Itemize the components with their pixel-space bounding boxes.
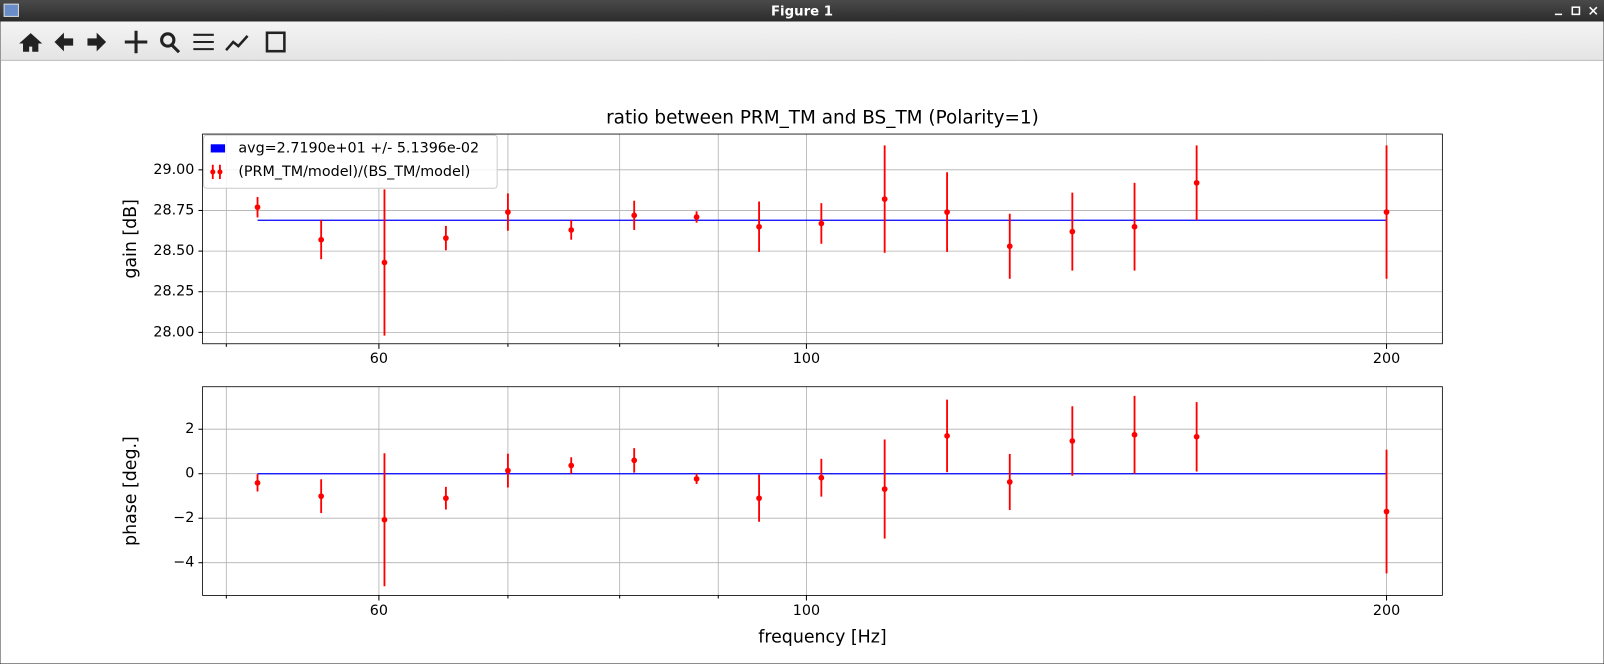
data-point (631, 212, 638, 219)
y-tick-label: 28.75 (153, 202, 194, 218)
data-point (318, 493, 325, 500)
window-icon (3, 3, 19, 17)
y-axis-label: gain [dB] (121, 199, 141, 279)
x-tick-label: 200 (1373, 603, 1400, 619)
y-tick-label: 28.25 (153, 284, 194, 300)
data-point (1131, 431, 1138, 438)
data-point (254, 479, 261, 486)
y-tick-label: 29.00 (153, 162, 194, 178)
data-point (944, 433, 950, 439)
data-point (756, 223, 762, 230)
forward-button[interactable] (87, 32, 107, 52)
window-controls[interactable] (1554, 6, 1598, 16)
legend-swatch (210, 144, 226, 153)
data-point (1383, 209, 1390, 215)
data-point (944, 209, 950, 215)
data-point (1193, 179, 1200, 186)
data-point (505, 467, 511, 474)
data-point (1193, 433, 1200, 440)
legend-marker (217, 169, 223, 175)
legend-box (203, 134, 498, 189)
y-tick-label: −2 (173, 510, 194, 526)
edit-button[interactable] (225, 34, 249, 52)
y-tick-label: 28.00 (153, 324, 194, 340)
data-point (881, 486, 888, 492)
chart-title: ratio between PRM_TM and BS_TM (Polarity… (606, 108, 1039, 129)
x-axis-label: frequency [Hz] (758, 627, 886, 647)
x-tick-label: 200 (1373, 351, 1400, 367)
y-axis-label: phase [deg.] (121, 436, 141, 546)
save-button[interactable] (265, 31, 286, 53)
data-point (568, 227, 575, 233)
y-tick-label: 0 (185, 466, 194, 482)
pan-button[interactable] (124, 30, 148, 54)
data-point (1006, 243, 1013, 250)
data-point (818, 220, 825, 227)
legend: avg=2.7190e+01 +/- 5.1396e-02 (PRM_TM/mod… (203, 134, 498, 189)
x-tick-label: 60 (370, 351, 388, 367)
data-point (254, 204, 261, 211)
data-point (631, 457, 638, 464)
data-point (568, 462, 575, 469)
data-point (443, 235, 449, 241)
y-tick-label: 2 (185, 421, 194, 437)
window-title: Figure 1 (771, 4, 833, 19)
data-point (693, 475, 700, 482)
zoom-button[interactable] (160, 32, 181, 54)
x-tick-label: 100 (793, 351, 820, 367)
home-button[interactable] (19, 33, 43, 52)
legend-label: avg=2.7190e+01 +/- 5.1396e-02 (238, 140, 479, 156)
data-point (1069, 228, 1076, 235)
data-point (1131, 223, 1138, 230)
data-point (505, 209, 511, 215)
axes-frame (202, 133, 1443, 345)
data-point (756, 495, 762, 502)
data-point (1006, 479, 1013, 485)
y-tick-label: −4 (173, 555, 194, 571)
data-point (1383, 508, 1390, 515)
title-bar (0, 0, 1604, 22)
back-button[interactable] (54, 32, 74, 52)
data-point (818, 474, 825, 481)
toolbar-icons[interactable] (19, 30, 286, 54)
data-point (381, 259, 388, 266)
data-point (1069, 438, 1076, 444)
data-point (881, 196, 888, 202)
axes-frame (202, 386, 1443, 596)
x-tick-label: 100 (793, 603, 820, 619)
data-point (381, 516, 388, 523)
legend-label: (PRM_TM/model)/(BS_TM/model) (238, 164, 470, 180)
y-tick-label: 28.50 (153, 243, 194, 259)
legend-marker (210, 169, 216, 175)
data-point (443, 495, 449, 502)
data-point (693, 214, 700, 220)
plot-area (202, 386, 1443, 596)
data-point (318, 236, 325, 243)
configure-button[interactable] (193, 33, 214, 51)
x-tick-label: 60 (370, 603, 388, 619)
